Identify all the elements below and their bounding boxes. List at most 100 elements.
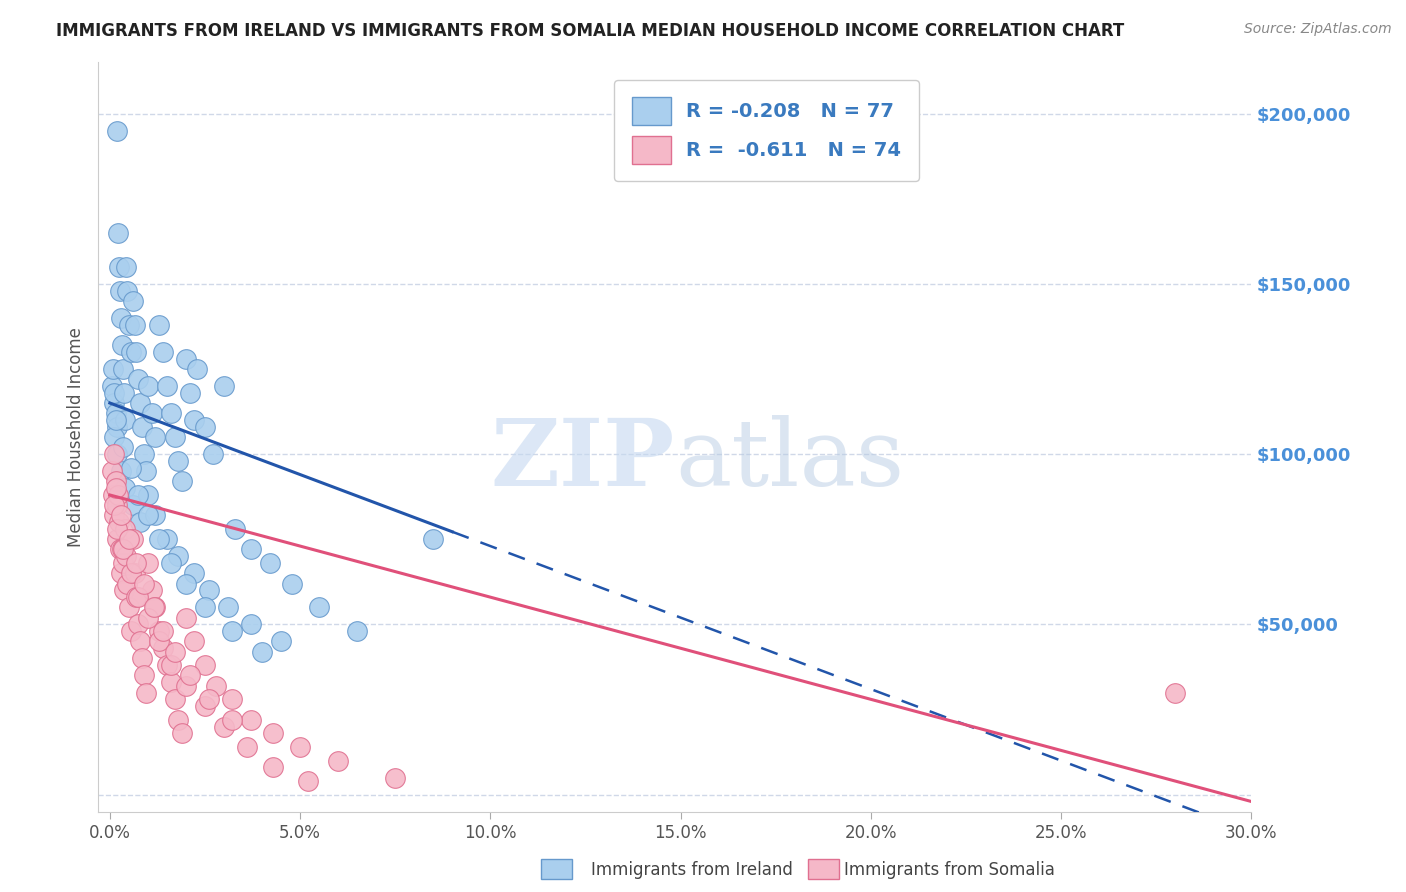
- Point: [120, 566, 142, 581]
- Point: [156, 658, 179, 673]
- Point: [129, 515, 152, 529]
- Point: [114, 481, 136, 495]
- Point: [172, 475, 194, 489]
- Point: [136, 508, 159, 523]
- Point: [174, 351, 197, 366]
- Point: [112, 362, 135, 376]
- Point: [270, 634, 292, 648]
- Point: [111, 542, 134, 557]
- Text: Immigrants from Ireland: Immigrants from Ireland: [591, 861, 793, 879]
- Point: [217, 600, 239, 615]
- Point: [110, 284, 132, 298]
- Point: [186, 362, 208, 376]
- Point: [136, 556, 159, 570]
- Point: [145, 600, 167, 615]
- Point: [129, 634, 152, 648]
- Text: Immigrants from Somalia: Immigrants from Somalia: [844, 861, 1054, 879]
- Point: [103, 498, 125, 512]
- Point: [118, 600, 141, 615]
- Point: [156, 379, 179, 393]
- Point: [120, 624, 142, 639]
- Point: [163, 692, 186, 706]
- Point: [103, 385, 125, 400]
- Point: [145, 508, 167, 523]
- Point: [239, 542, 262, 557]
- Point: [163, 430, 186, 444]
- Point: [112, 440, 135, 454]
- Point: [205, 679, 228, 693]
- Point: [297, 774, 319, 789]
- Point: [111, 338, 134, 352]
- Point: [115, 284, 138, 298]
- Point: [114, 413, 136, 427]
- Point: [172, 726, 194, 740]
- Point: [104, 413, 127, 427]
- Point: [159, 556, 181, 570]
- Point: [142, 600, 165, 615]
- Point: [129, 396, 152, 410]
- Point: [221, 624, 243, 639]
- Point: [141, 406, 163, 420]
- Point: [163, 645, 186, 659]
- Point: [136, 488, 159, 502]
- Point: [110, 566, 132, 581]
- Point: [103, 430, 125, 444]
- Point: [239, 713, 262, 727]
- Text: IMMIGRANTS FROM IRELAND VS IMMIGRANTS FROM SOMALIA MEDIAN HOUSEHOLD INCOME CORRE: IMMIGRANTS FROM IRELAND VS IMMIGRANTS FR…: [56, 22, 1125, 40]
- Point: [152, 641, 174, 656]
- Point: [107, 488, 129, 502]
- Point: [104, 406, 127, 420]
- Y-axis label: Median Household Income: Median Household Income: [66, 327, 84, 547]
- Point: [127, 617, 149, 632]
- Point: [104, 475, 127, 489]
- Point: [131, 420, 153, 434]
- Point: [125, 556, 148, 570]
- Point: [194, 420, 217, 434]
- Point: [167, 549, 190, 564]
- Point: [179, 668, 201, 682]
- Point: [221, 713, 243, 727]
- Point: [152, 345, 174, 359]
- Point: [288, 739, 311, 754]
- Point: [107, 533, 129, 547]
- Point: [422, 533, 444, 547]
- Point: [103, 396, 125, 410]
- Point: [236, 739, 259, 754]
- Point: [121, 498, 143, 512]
- Point: [100, 464, 122, 478]
- Point: [112, 556, 135, 570]
- Point: [239, 617, 262, 632]
- Point: [174, 679, 197, 693]
- Point: [127, 590, 149, 604]
- Point: [384, 771, 406, 785]
- Point: [259, 556, 281, 570]
- Point: [135, 464, 157, 478]
- Point: [132, 668, 155, 682]
- Point: [1164, 685, 1187, 699]
- Point: [148, 318, 170, 332]
- Point: [103, 508, 125, 523]
- Point: [110, 508, 132, 523]
- Point: [174, 576, 197, 591]
- Point: [141, 583, 163, 598]
- Point: [183, 413, 205, 427]
- Point: [107, 447, 129, 461]
- Point: [250, 645, 273, 659]
- Point: [183, 566, 205, 581]
- Point: [194, 600, 217, 615]
- Point: [212, 720, 235, 734]
- Point: [125, 345, 148, 359]
- Point: [108, 260, 131, 274]
- Point: [262, 726, 284, 740]
- Point: [197, 583, 219, 598]
- Point: [114, 260, 136, 274]
- Point: [148, 533, 170, 547]
- Point: [114, 549, 136, 564]
- Point: [127, 488, 149, 502]
- Legend: R = -0.208   N = 77, R =  -0.611   N = 74: R = -0.208 N = 77, R = -0.611 N = 74: [614, 79, 918, 181]
- Point: [167, 713, 190, 727]
- Point: [108, 515, 131, 529]
- Point: [346, 624, 368, 639]
- Point: [179, 385, 201, 400]
- Point: [152, 624, 174, 639]
